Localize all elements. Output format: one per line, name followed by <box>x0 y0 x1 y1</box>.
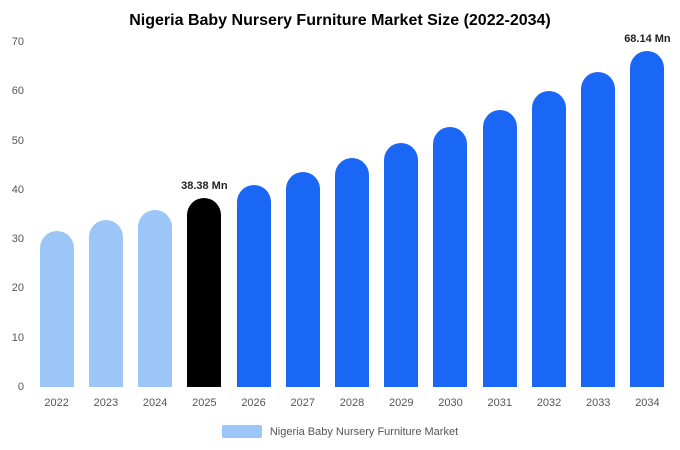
y-tick-label: 40 <box>11 183 24 196</box>
legend: Nigeria Baby Nursery Furniture Market <box>0 425 680 438</box>
x-axis-label: 2031 <box>487 397 512 409</box>
bar-column: 2024 <box>130 42 179 409</box>
bar-column: 2026 <box>229 42 278 409</box>
bar-column: 2027 <box>278 42 327 409</box>
bar-2027 <box>285 172 320 387</box>
bar-2028 <box>335 157 370 387</box>
x-axis-label: 2028 <box>339 397 365 409</box>
bar-2024 <box>138 209 173 387</box>
bar-column: 2023 <box>81 42 130 409</box>
bar-column: 38.38 Mn 2025 <box>180 42 229 409</box>
x-axis-label: 2024 <box>142 397 168 409</box>
bar-column: 2030 <box>426 42 475 409</box>
bar-column: 2033 <box>574 42 623 409</box>
y-tick-label: 50 <box>11 134 24 147</box>
y-tick-label: 30 <box>11 233 24 246</box>
x-axis-label: 2034 <box>635 397 660 409</box>
bar-column: 2031 <box>475 42 524 409</box>
bar-value-label: 68.14 Mn <box>624 33 671 46</box>
y-tick-label: 70 <box>11 36 24 48</box>
x-axis-label: 2025 <box>192 397 217 409</box>
bar-2030 <box>433 126 468 387</box>
x-axis-label: 2032 <box>536 397 562 409</box>
bar-2029 <box>384 142 419 387</box>
legend-swatch <box>221 425 262 438</box>
y-axis: 0 10 20 30 40 50 60 70 <box>0 36 28 393</box>
x-axis-label: 2023 <box>93 397 119 409</box>
bar-column: 2028 <box>327 42 376 409</box>
bar-2023 <box>88 220 123 387</box>
bar-2025 <box>187 197 222 387</box>
y-tick-label: 60 <box>11 85 24 98</box>
bar-column: 2032 <box>524 42 573 409</box>
x-axis-label: 2029 <box>389 397 414 409</box>
bar-2022 <box>39 230 74 387</box>
bar-value-label: 38.38 Mn <box>181 179 228 192</box>
y-tick-label: 10 <box>11 331 24 344</box>
y-tick-label: 0 <box>17 381 24 393</box>
bar-2032 <box>531 91 566 387</box>
x-axis-label: 2026 <box>241 397 266 409</box>
legend-label: Nigeria Baby Nursery Furniture Market <box>269 425 459 438</box>
bar-2034 <box>630 51 665 387</box>
x-axis-label: 2022 <box>44 397 69 409</box>
bars: 2022 2023 2024 38.38 Mn 2025 2026 2027 2028 2029… <box>32 33 672 409</box>
y-tick-label: 20 <box>11 282 24 295</box>
x-axis-label: 2030 <box>438 397 463 409</box>
plot-area: 0 10 20 30 40 50 60 70 2022 2023 2024 38.38 Mn 2025… <box>12 33 672 409</box>
bar-column: 68.14 Mn 2034 <box>623 33 672 409</box>
chart-title: Nigeria Baby Nursery Furniture Market Si… <box>129 12 551 29</box>
bar-column: 2029 <box>377 42 426 409</box>
bar-2033 <box>581 71 616 387</box>
bar-2026 <box>236 185 271 387</box>
x-axis-label: 2027 <box>290 397 316 409</box>
bar-column: 2022 <box>32 42 81 409</box>
bar-2031 <box>482 109 517 387</box>
x-axis-label: 2033 <box>585 397 611 409</box>
